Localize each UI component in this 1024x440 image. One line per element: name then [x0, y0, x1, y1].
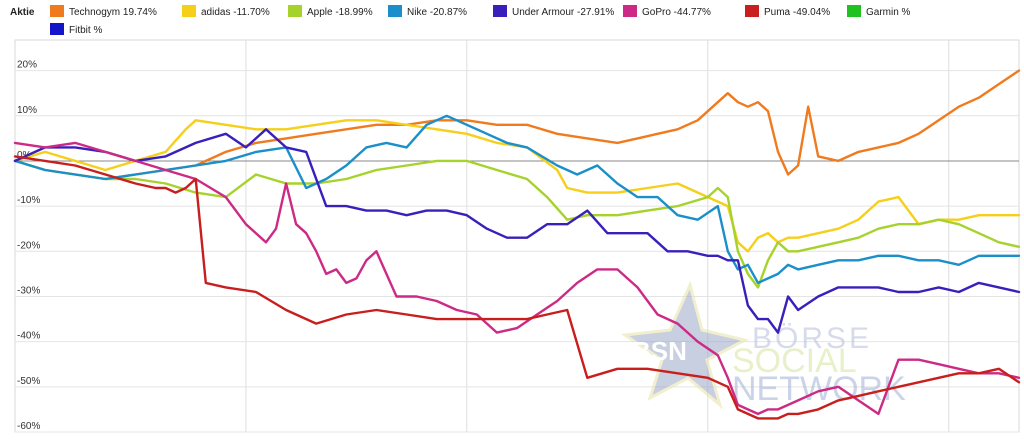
series-line [13, 69, 1021, 181]
legend-entry: Under Armour -27.91% [512, 7, 614, 18]
legend-swatch [182, 5, 196, 17]
y-tick-label: -50% [17, 376, 40, 387]
series-line [13, 119, 1021, 253]
legend-entry: Garmin % [866, 7, 911, 18]
legend-swatch [50, 23, 64, 35]
series-layer [13, 69, 1021, 420]
legend-swatch [745, 5, 759, 17]
legend-entry: Apple -18.99% [307, 7, 373, 18]
grid: 20%10%0%-10%-20%-30%-40%-50%-60% [14, 39, 1020, 433]
watermark-star-icon [620, 280, 750, 410]
watermark-line1: BÖRSE [752, 322, 872, 355]
series-line [13, 128, 1021, 334]
series-line [13, 141, 1021, 416]
legend-swatch [623, 5, 637, 17]
legend-swatch [50, 5, 64, 17]
legend-entry: Technogym 19.74% [69, 7, 157, 18]
y-tick-label: -30% [17, 285, 40, 296]
y-tick-label: 10% [17, 105, 37, 116]
y-tick-label: 20% [17, 60, 37, 71]
legend: Aktie Technogym 19.74% adidas -11.70% Appl… [10, 5, 911, 36]
legend-header: Aktie [10, 7, 35, 18]
y-tick-label: -10% [17, 195, 40, 206]
watermark: BSN BÖRSE SOCIAL NETWORK [620, 280, 906, 410]
legend-swatch [847, 5, 861, 17]
legend-entry: GoPro -44.77% [642, 7, 711, 18]
watermark-line2: SOCIAL [732, 342, 857, 380]
watermark-badge: BSN [632, 336, 687, 366]
legend-entry: Nike -20.87% [407, 7, 467, 18]
y-tick-label: -20% [17, 240, 40, 251]
legend-swatch [493, 5, 507, 17]
series-line [13, 159, 1021, 289]
legend-entry: Fitbit % [69, 25, 102, 36]
legend-swatch [288, 5, 302, 17]
y-tick-label: -40% [17, 331, 40, 342]
legend-entry: adidas -11.70% [201, 7, 270, 18]
watermark-line3: NETWORK [732, 370, 906, 408]
legend-entry: Puma -49.04% [764, 7, 830, 18]
series-line [13, 155, 1021, 420]
legend-swatch [388, 5, 402, 17]
y-tick-label: -60% [17, 421, 40, 432]
series-line [13, 114, 1021, 285]
